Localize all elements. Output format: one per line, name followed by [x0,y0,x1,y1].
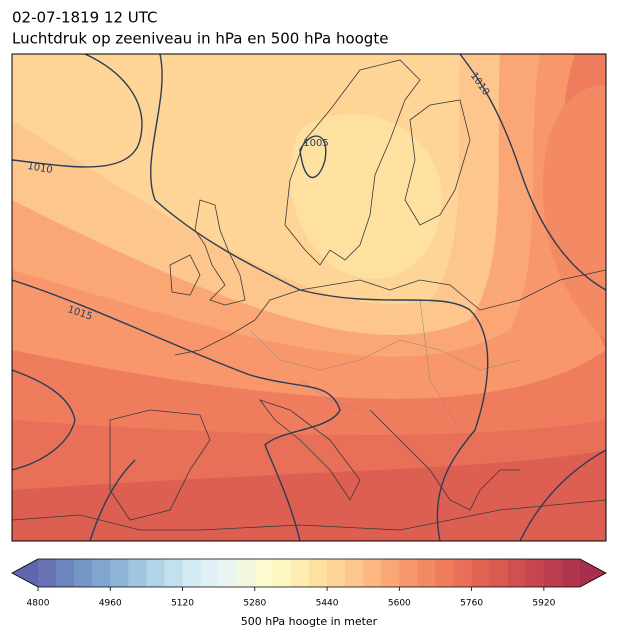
isobar [12,369,76,471]
colorbar-swatch [74,559,93,587]
colorbar-extend-high [580,559,606,587]
colorbar-swatch [381,559,400,587]
colorbar-swatch [290,559,310,587]
coastline [404,99,471,226]
colorbar-swatch [561,559,581,587]
colorbar: 4800 4960 5120 5280 5440 5600 5760 5920 [11,558,607,609]
height-band [542,85,606,340]
isobar-label: 1005 [303,138,328,149]
colorbar-tick-label: 5600 [388,599,411,609]
isobar [12,279,341,541]
height-band [290,114,442,279]
colorbar-swatch [309,559,328,587]
colorbar-swatch [471,559,491,587]
colorbar-tick-label: 5120 [171,599,194,609]
colorbar-tick-label: 5440 [316,599,339,609]
colorbar-tick-label: 5920 [532,599,555,609]
colorbar-swatch [399,559,418,587]
coastline [12,499,606,531]
colorbar-swatch [38,559,57,587]
colorbar-swatch [182,559,202,587]
coastline [194,199,246,306]
colorbar-swatch [363,559,382,587]
coastline [258,399,361,501]
colorbar-swatch [110,559,129,587]
colorbar-swatch [327,559,346,587]
colorbar-swatch [200,559,220,587]
isobar [519,449,606,541]
colorbar-tick-label: 5280 [243,599,266,609]
colorbar-swatch [453,559,473,587]
colorbar-outline [11,558,607,588]
colorbar-tick-label: 4960 [99,599,122,609]
colorbar-swatch [507,559,527,587]
colorbar-tick-label: 5760 [460,599,483,609]
colorbar-swatch [345,559,364,587]
colorbar-swatch [56,559,75,587]
coastline [109,409,211,521]
coastline [369,409,520,511]
isobar [150,54,489,541]
colorbar-swatch [435,559,455,587]
colorbar-swatch [489,559,509,587]
isobar [12,54,143,168]
colorbar-swatch [146,559,165,587]
colorbar-extend-low [12,559,38,587]
colorbar-tick-label: 4800 [27,599,50,609]
coastline [174,269,606,356]
colorbar-swatch [525,559,545,587]
title: 02-07-1819 12 UTC [12,9,158,27]
colorbar-swatch [218,559,238,587]
coastline [284,59,421,266]
isobar-label: 1010 [26,161,53,176]
colorbar-swatch [128,559,147,587]
colorbar-label: 500 hPa hoogte in meter [241,615,378,628]
colorbar-swatch [236,559,256,587]
coastline [169,254,201,296]
map-frame [11,53,607,542]
colorbar-swatch [92,559,111,587]
colorbar-swatch [164,559,184,587]
map-area: 1010 1005 1015 1010 [12,54,606,541]
colorbar-swatch [272,559,292,587]
isobar [459,54,606,291]
colorbar-swatch [417,559,436,587]
isobar [299,135,327,178]
isobar [89,459,136,541]
colorbar-swatch [543,559,563,587]
colorbar-swatch [254,559,274,587]
subtitle: Luchtdruk op zeeniveau in hPa en 500 hPa… [12,30,388,48]
